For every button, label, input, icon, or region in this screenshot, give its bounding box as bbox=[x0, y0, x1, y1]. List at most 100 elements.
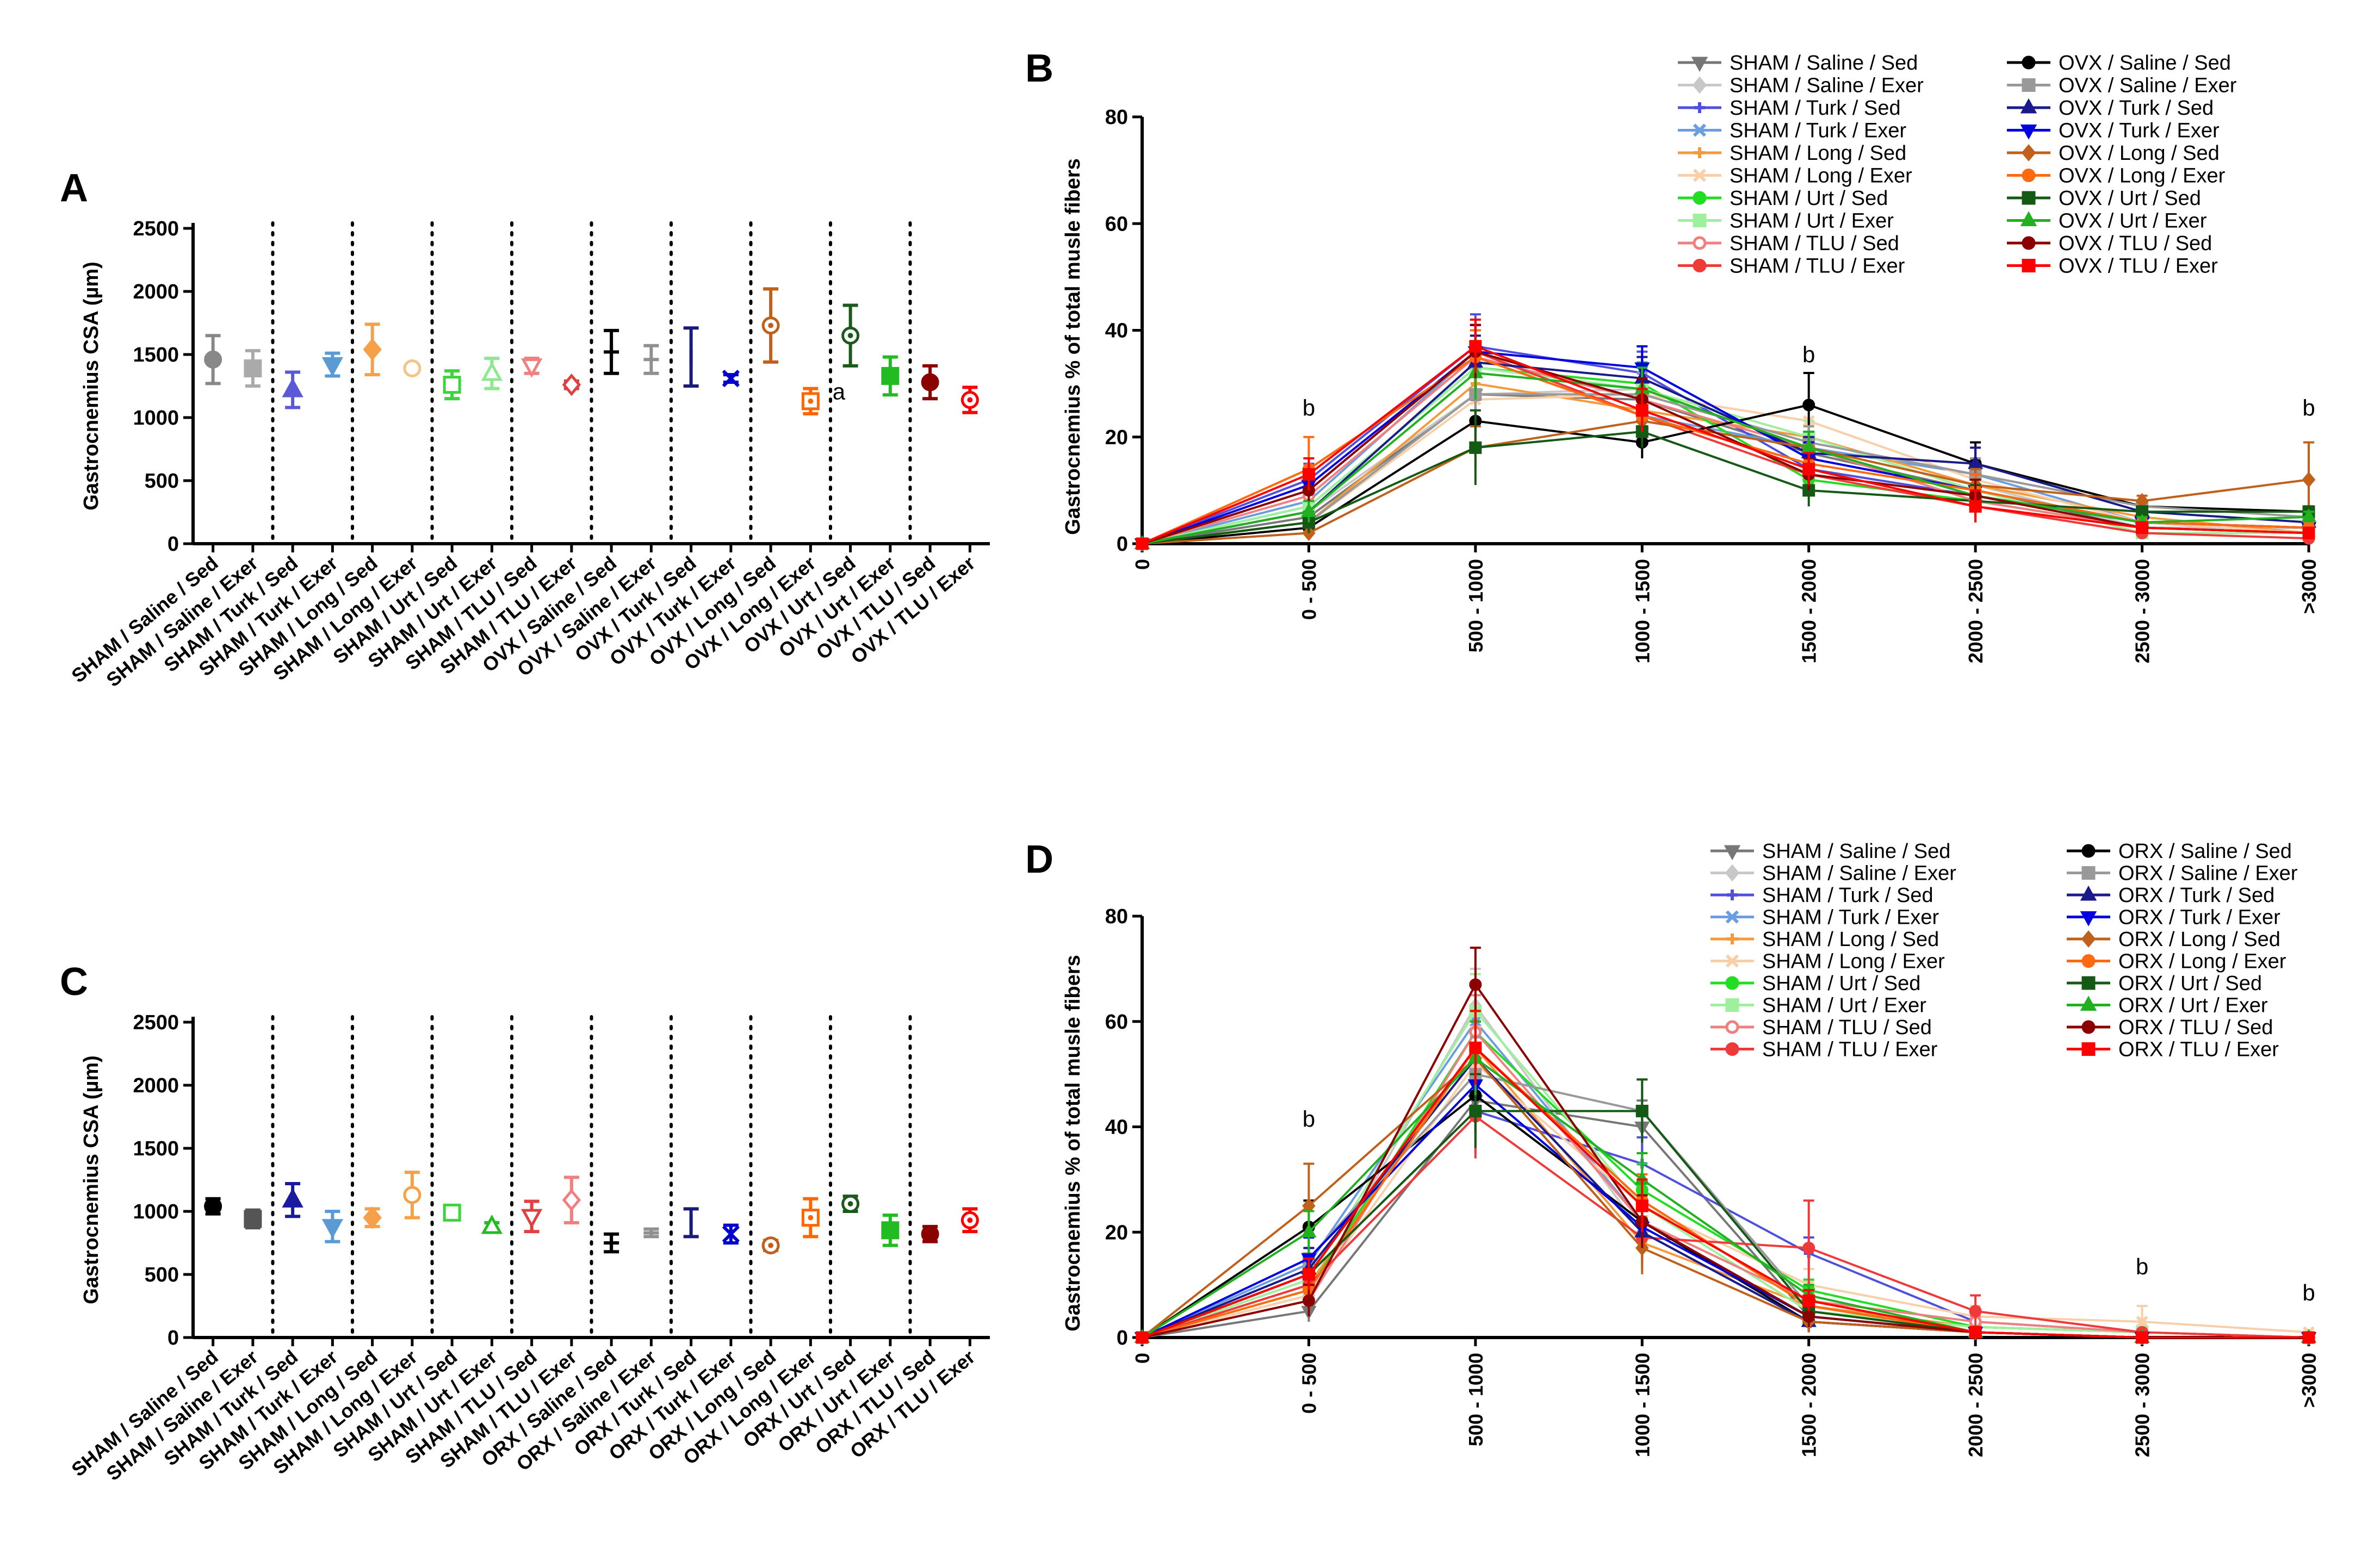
series-point bbox=[1635, 1199, 1648, 1212]
data-point bbox=[921, 1224, 939, 1243]
point-marker bbox=[282, 1188, 303, 1208]
data-point bbox=[801, 1197, 820, 1239]
series-line bbox=[1142, 1046, 2309, 1339]
legend-label: SHAM / TLU / Exer bbox=[1762, 1038, 1938, 1061]
series-point bbox=[2301, 508, 2317, 523]
series-point bbox=[1469, 1041, 1482, 1054]
y-tick-label: 80 bbox=[1105, 106, 1128, 129]
legend-swatch-marker bbox=[2022, 259, 2036, 272]
legend-label: ORX / Turk / Exer bbox=[2118, 906, 2280, 929]
x-category-label: 500 - 1000 bbox=[1465, 559, 1487, 652]
legend-label: SHAM / Saline / Exer bbox=[1762, 862, 1956, 885]
series bbox=[1136, 318, 2315, 550]
data-point bbox=[841, 303, 860, 368]
series-line bbox=[1142, 430, 2309, 545]
point-marker-dot bbox=[768, 1242, 774, 1248]
point-marker bbox=[321, 1219, 344, 1239]
series-point bbox=[1302, 468, 1315, 481]
legend-label: ORX / TLU / Sed bbox=[2118, 1016, 2273, 1039]
significance-label: b bbox=[2302, 1280, 2315, 1305]
series-point bbox=[1802, 1294, 1815, 1307]
data-point bbox=[801, 387, 820, 416]
point-marker bbox=[244, 359, 262, 378]
y-tick-label: 0 bbox=[168, 1327, 179, 1349]
y-tick-label: 40 bbox=[1105, 1116, 1128, 1139]
legend-label: SHAM / TLU / Exer bbox=[1730, 255, 1905, 278]
legend-swatch-marker bbox=[2080, 996, 2097, 1011]
point-marker bbox=[520, 358, 543, 378]
legend-label: OVX / Urt / Sed bbox=[2059, 187, 2201, 210]
data-point bbox=[403, 359, 422, 378]
y-tick-label: 80 bbox=[1105, 905, 1128, 928]
legend-swatch-marker bbox=[1693, 169, 1707, 182]
panel-b: B Gastrocnemius % of total musle fibers 0 2… bbox=[1025, 47, 2320, 663]
legend-swatch-marker bbox=[1725, 1020, 1739, 1034]
series-point bbox=[2136, 1315, 2148, 1328]
series-line bbox=[1142, 1115, 2309, 1339]
panel-a: A Gastrocnemius CSA (µm) 0 500 1000 1500 2000 2… bbox=[60, 166, 990, 691]
data-point bbox=[282, 1181, 303, 1218]
x-category-label: 0 bbox=[1131, 559, 1154, 570]
point-marker bbox=[520, 1209, 543, 1229]
legend-swatch-marker bbox=[1725, 864, 1740, 882]
data-point bbox=[520, 1199, 543, 1234]
legend-swatch-marker bbox=[2081, 866, 2096, 880]
x-category-label: >3000 bbox=[2298, 559, 2320, 614]
data-point bbox=[204, 1197, 222, 1216]
y-tick-label: 1500 bbox=[133, 344, 179, 366]
legend-label: SHAM / Urt / Sed bbox=[1730, 187, 1888, 210]
point-marker bbox=[443, 1203, 461, 1222]
legend-swatch-marker bbox=[2080, 911, 2097, 926]
legend-swatch-marker bbox=[1724, 845, 1741, 861]
legend-label: SHAM / Saline / Sed bbox=[1762, 840, 1950, 863]
legend-label: ORX / Saline / Sed bbox=[2118, 840, 2292, 863]
legend-swatch-marker bbox=[2080, 885, 2097, 901]
y-tick-label: 1500 bbox=[133, 1137, 179, 1160]
panel-c: C Gastrocnemius CSA (µm) 0 500 1000 1500 2000 2… bbox=[60, 960, 990, 1485]
y-tick-label: 2000 bbox=[133, 1074, 179, 1097]
series-line bbox=[1142, 1019, 2309, 1339]
x-category-label: >3000 bbox=[2298, 1353, 2320, 1408]
series bbox=[1136, 1010, 2315, 1344]
legend-swatch-marker bbox=[1694, 102, 1705, 113]
x-category-label: 2500 - 3000 bbox=[2131, 1353, 2154, 1457]
data-point bbox=[722, 369, 740, 388]
point-marker bbox=[403, 1186, 422, 1204]
series-point bbox=[1635, 1104, 1648, 1117]
x-category-label: 2500 - 3000 bbox=[2131, 559, 2154, 663]
legend-label: ORX / Saline / Exer bbox=[2118, 862, 2298, 885]
y-tick-label: 2500 bbox=[133, 1011, 179, 1034]
data-point bbox=[321, 1210, 344, 1243]
series-point bbox=[1301, 503, 1317, 517]
series-point bbox=[1969, 500, 1982, 513]
data-point bbox=[761, 1236, 780, 1255]
point-marker-dot bbox=[847, 333, 853, 339]
series-point bbox=[1136, 537, 1149, 550]
legend-label: SHAM / Urt / Exer bbox=[1762, 994, 1926, 1017]
y-tick-label: 60 bbox=[1105, 1011, 1128, 1034]
series-line bbox=[1142, 350, 2309, 545]
data-point bbox=[643, 344, 659, 375]
panel-letter: A bbox=[60, 166, 88, 210]
series-point bbox=[2136, 521, 2149, 534]
legend-label: SHAM / Turk / Sed bbox=[1762, 884, 1933, 907]
x-category-label: 1500 - 2000 bbox=[1798, 1353, 1820, 1457]
x-category-label: 2000 - 2500 bbox=[1964, 559, 1987, 663]
series-point bbox=[1469, 978, 1482, 991]
panel-letter: C bbox=[60, 960, 88, 1004]
y-tick-label: 500 bbox=[145, 470, 179, 493]
point-marker bbox=[403, 359, 422, 378]
data-point bbox=[841, 1195, 860, 1213]
legend-label: SHAM / Urt / Sed bbox=[1762, 972, 1920, 995]
data-point bbox=[244, 349, 262, 388]
point-marker bbox=[443, 376, 461, 394]
panel-letter: D bbox=[1025, 838, 1053, 881]
legend-swatch-marker bbox=[1692, 76, 1707, 94]
data-point bbox=[244, 1208, 262, 1230]
legend-label: OVX / Long / Sed bbox=[2059, 142, 2220, 165]
legend-swatch-marker bbox=[2081, 1042, 2096, 1056]
point-marker-dot bbox=[768, 322, 774, 328]
point-marker-dot bbox=[808, 1215, 814, 1221]
